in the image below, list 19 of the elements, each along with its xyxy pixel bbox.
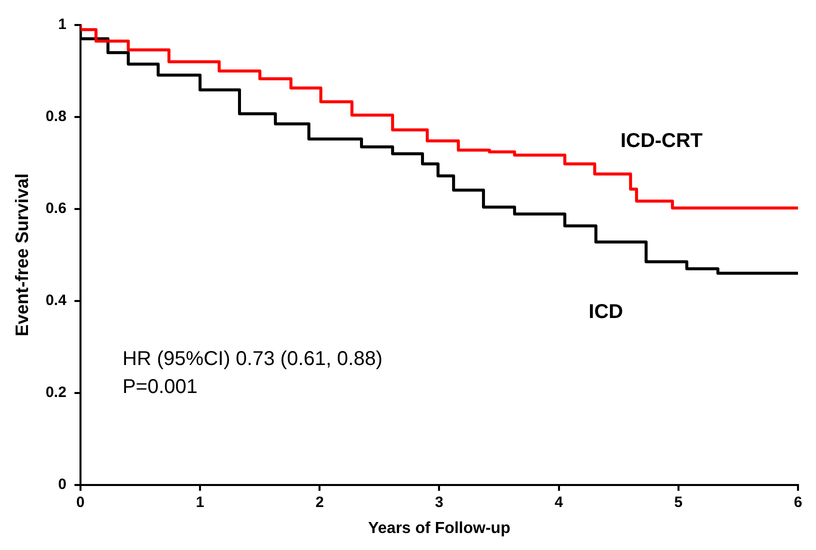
x-tick-label: 1 xyxy=(196,494,204,511)
text: ICD xyxy=(588,300,624,323)
y-tick-label: 0.8 xyxy=(46,108,66,126)
x-tick-label: 6 xyxy=(794,494,802,511)
y-axis-title: Event-free Survival xyxy=(12,173,32,336)
y-tick-label: 0.2 xyxy=(46,384,66,401)
x-tick-label: 5 xyxy=(674,494,683,511)
y-tick-label: 0.4 xyxy=(46,292,68,310)
annotation: HR (95%CI) 0.73 (0.61, 0.88) xyxy=(122,348,383,370)
x-tick-label: 4 xyxy=(554,494,564,511)
annotation: P=0.001 xyxy=(122,376,198,398)
y-tick-label: 0.6 xyxy=(46,200,66,218)
y-tick-label: 1 xyxy=(58,16,66,34)
series-label: ICD-CRT xyxy=(620,130,703,152)
x-tick-label: 2 xyxy=(315,494,324,511)
x-tick-label: 0 xyxy=(76,494,85,511)
x-axis-title: Years of Follow-up xyxy=(368,520,511,537)
x-tick-label: 3 xyxy=(435,494,444,511)
y-tick-label: 0 xyxy=(58,476,66,493)
